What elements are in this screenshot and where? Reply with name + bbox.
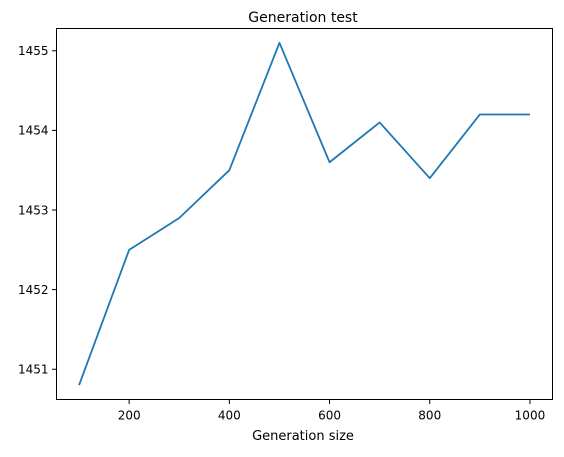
x-tick-label: 400 <box>218 409 241 423</box>
y-tick-label: 1454 <box>18 124 49 138</box>
y-tick-label: 1451 <box>18 363 49 377</box>
x-tick-label: 800 <box>418 409 441 423</box>
x-axis-label: Generation size <box>252 429 354 444</box>
series-line <box>78 41 530 386</box>
x-axis-ticks: 200 400 600 800 1000 <box>118 399 546 423</box>
y-tick-label: 1452 <box>18 283 49 297</box>
x-tick-label: 1000 <box>515 409 546 423</box>
y-tick-label: 1455 <box>18 44 49 58</box>
plot-area-frame <box>56 28 553 400</box>
x-tick-label: 200 <box>118 409 141 423</box>
chart-title: Generation test <box>248 10 358 26</box>
y-axis-ticks: 1451 1452 1453 1454 1455 <box>18 44 57 377</box>
y-tick-label: 1453 <box>18 203 49 217</box>
x-tick-label: 600 <box>318 409 341 423</box>
